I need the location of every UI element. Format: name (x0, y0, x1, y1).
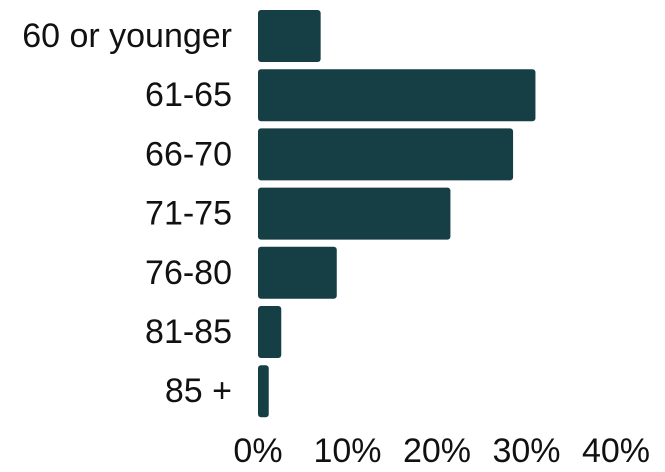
x-tick-label-40: 40% (582, 432, 650, 470)
category-labels: 60 or younger 61-65 66-70 71-75 76-80 81-85 85… (22, 17, 232, 410)
x-axis-tick-labels: 0% 10% 20% 30% 40% (233, 432, 650, 470)
bar-81-85 (258, 306, 282, 358)
category-label-81-85: 81-85 (145, 313, 232, 351)
bar-76-80 (258, 246, 337, 299)
category-label-61-65: 61-65 (145, 76, 232, 114)
x-tick-label-10: 10% (313, 432, 381, 470)
category-label-85: 85 + (165, 372, 232, 410)
bar-61-65 (258, 69, 536, 122)
bar-66-70 (258, 128, 514, 181)
category-label-66-70: 66-70 (145, 135, 232, 173)
x-tick-label-20: 20% (403, 432, 471, 470)
category-label-60-or-younger: 60 or younger (22, 17, 232, 55)
bar-60-or-younger (258, 10, 321, 62)
category-label-76-80: 76-80 (145, 254, 232, 292)
bar-71-75 (258, 187, 451, 240)
category-label-71-75: 71-75 (145, 195, 232, 233)
x-tick-label-0: 0% (233, 432, 282, 470)
x-tick-label-30: 30% (492, 432, 560, 470)
bar-85 (258, 365, 269, 418)
bars-group (258, 10, 536, 418)
